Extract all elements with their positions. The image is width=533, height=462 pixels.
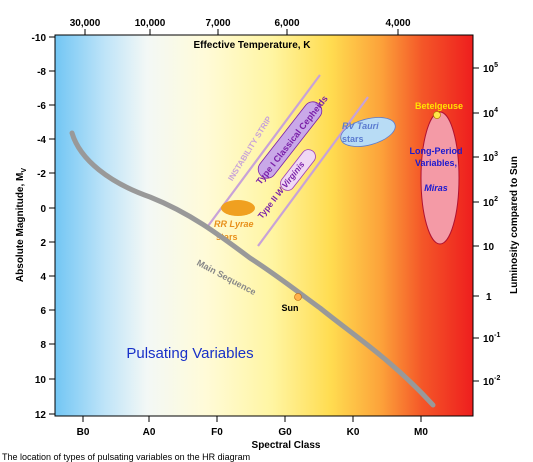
lpv-label-1: Long-Period: [410, 146, 463, 156]
bottom-tick-label: K0: [347, 427, 360, 438]
left-tick-label: -2: [37, 169, 46, 180]
bottom-axis: B0 A0 F0 G0 K0 M0 Spectral Class: [77, 416, 428, 451]
right-axis-title: Luminosity compared to Sun: [509, 156, 520, 294]
bottom-tick-label: M0: [414, 427, 428, 438]
left-tick-label: 8: [40, 340, 46, 351]
classical-cepheids-region: [257, 101, 323, 179]
left-axis-title: Absolute Magnitude, MV: [15, 168, 28, 282]
left-tick-label: 12: [35, 410, 47, 421]
left-axis: -10 -8 -6 -4 -2 0 2 4 6 8 10 12 Absolute…: [15, 33, 55, 421]
sun-label: Sun: [282, 303, 299, 313]
pulsating-variables-title: Pulsating Variables: [126, 345, 253, 362]
left-axis-title-text: Absolute Magnitude, M: [15, 173, 26, 282]
left-tick-label: 2: [40, 238, 46, 249]
top-axis-title: Effective Temperature, K: [193, 40, 311, 51]
right-tick-label: 10: [483, 242, 495, 253]
rr-lyrae-region: [221, 200, 255, 216]
left-tick-label: -10: [32, 33, 47, 44]
lpv-label-2: Variables,: [415, 158, 457, 168]
lpv-label-3: Miras: [424, 183, 448, 193]
main-sequence-band: [69, 130, 436, 408]
bottom-tick-label: F0: [211, 427, 223, 438]
top-tick-label: 10,000: [135, 18, 166, 29]
left-tick-label: -4: [37, 135, 46, 146]
right-tick-label: 104: [483, 107, 498, 120]
rv-tauri-label: RV Tauri: [342, 121, 379, 131]
rr-lyrae-label-2: stars: [216, 232, 238, 242]
top-tick-label: 7,000: [205, 18, 230, 29]
right-tick-label: 10-1: [483, 332, 500, 345]
bottom-tick-label: G0: [278, 427, 292, 438]
betelgeuse-label: Betelgeuse: [415, 101, 463, 111]
w-virginis-region: [280, 149, 316, 191]
rr-lyrae-label: RR Lyrae: [214, 219, 254, 229]
top-tick-label: 6,000: [274, 18, 299, 29]
long-period-variables-region: [420, 111, 460, 245]
instability-strip-edge: [207, 74, 321, 227]
sun: Sun: [282, 293, 302, 313]
left-tick-label: 6: [40, 306, 46, 317]
bottom-tick-label: A0: [143, 427, 156, 438]
left-tick-label: 4: [40, 272, 46, 283]
long-period-variables: Long-Period Variables, Miras: [410, 111, 463, 245]
bottom-tick-label: B0: [77, 427, 90, 438]
instability-strip-edge: [257, 96, 369, 247]
right-tick-label: 102: [483, 196, 498, 209]
left-axis-title-subscript: V: [21, 168, 28, 173]
figure-caption: The location of types of pulsating varia…: [2, 452, 251, 462]
top-tick-label: 4,000: [385, 18, 410, 29]
bottom-axis-title: Spectral Class: [252, 440, 321, 451]
left-tick-label: 0: [40, 204, 46, 215]
top-tick-label: 30,000: [70, 18, 101, 29]
betelgeuse-dot: [433, 111, 441, 119]
left-tick-label: -6: [37, 101, 46, 112]
rv-tauri-label-2: stars: [342, 134, 364, 144]
right-tick-label: 10-2: [483, 375, 500, 388]
right-tick-label: 103: [483, 151, 498, 164]
right-axis: 105 104 103 102 10 1 10-1 10-2 Luminosit…: [473, 62, 520, 388]
left-tick-label: -8: [37, 67, 46, 78]
plot-area: [54, 34, 474, 417]
right-tick-label: 1: [486, 292, 492, 303]
rv-tauri-region: [340, 117, 396, 147]
top-axis: 30,000 10,000 7,000 6,000 4,000 Effectiv…: [70, 18, 411, 51]
sun-dot: [294, 293, 302, 301]
rr-lyrae: RR Lyrae stars: [214, 200, 255, 242]
betelgeuse: Betelgeuse: [415, 101, 463, 119]
rv-tauri: RV Tauri stars: [340, 117, 396, 147]
right-tick-label: 105: [483, 62, 498, 75]
left-tick-label: 10: [35, 375, 47, 386]
